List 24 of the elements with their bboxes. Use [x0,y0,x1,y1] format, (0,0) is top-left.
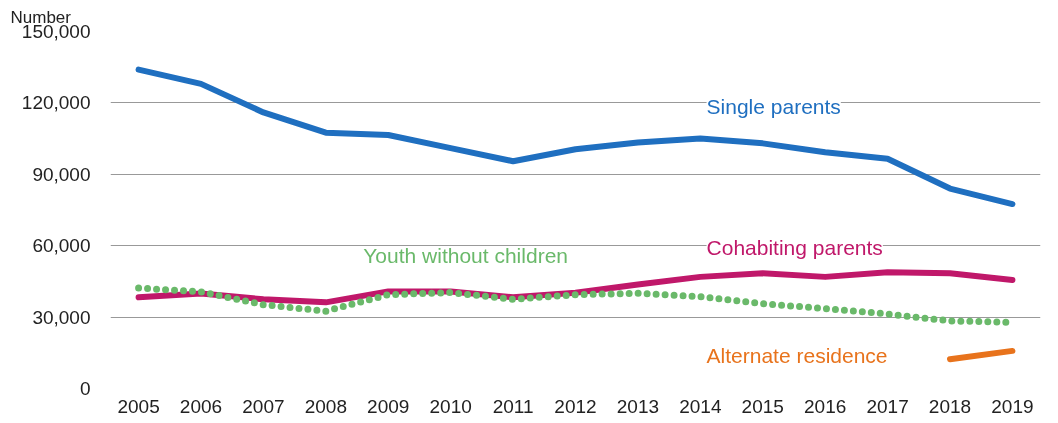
x-tick-label: 2010 [429,395,472,417]
x-tick-label: 2005 [117,395,160,417]
y-tick-label: 60,000 [32,235,91,257]
x-tick-label: 2006 [179,395,223,417]
x-tick-label: 2014 [679,395,722,417]
y-tick-label: 120,000 [21,92,91,114]
x-tick-label: 2011 [492,395,534,417]
x-tick-label: 2008 [304,395,347,417]
x-tick-label: 2012 [554,395,597,417]
y-tick-label: 0 [79,378,91,399]
text: Alternate residence [706,344,888,368]
series-label: Single parents [706,95,841,119]
x-tick-label: 2019 [991,395,1034,417]
x-tick-label: 2009 [367,395,410,417]
y-tick-label: 90,000 [32,163,91,185]
x-tick-label: 2007 [242,395,285,417]
x-tick-label: 2017 [866,395,909,417]
x-tick-label: 2013 [616,395,660,417]
x-tick-label: 2018 [928,395,972,417]
x-tick-label: 2016 [804,395,847,417]
y-tick-label: 30,000 [32,306,91,328]
series-label: Cohabiting parents [706,235,883,259]
series-label: Youth without children [363,244,568,268]
x-tick-label: 2015 [741,395,784,417]
